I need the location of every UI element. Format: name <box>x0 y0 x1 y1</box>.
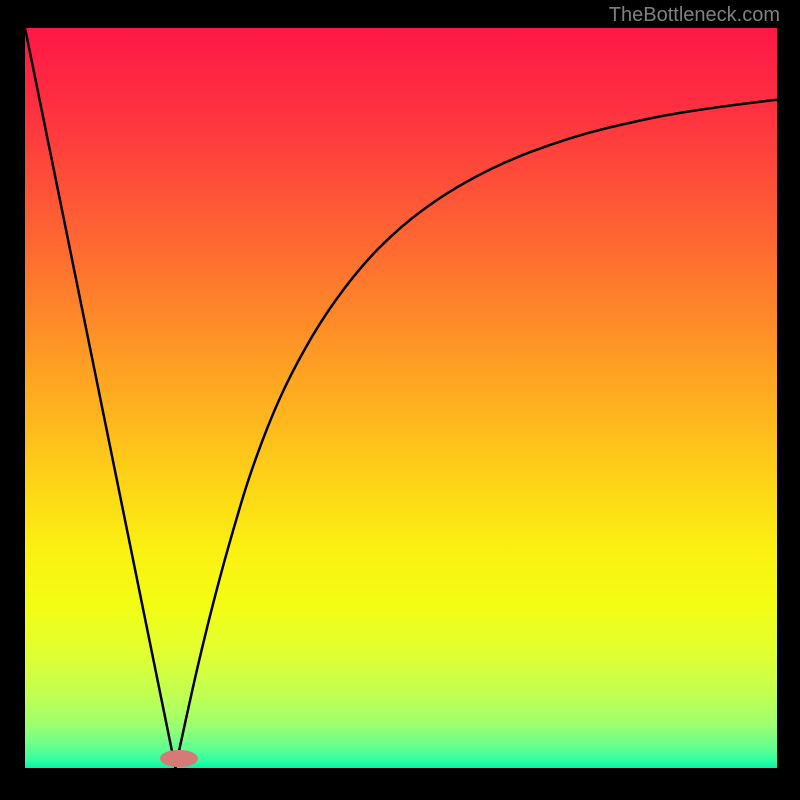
curve-right-segment <box>175 100 777 768</box>
plot-area <box>25 28 777 768</box>
watermark-text: TheBottleneck.com <box>609 4 780 27</box>
minimum-marker <box>160 750 198 768</box>
curve-svg <box>25 28 777 768</box>
curve-left-segment <box>25 28 175 768</box>
chart-container: TheBottleneck.com <box>0 0 800 800</box>
